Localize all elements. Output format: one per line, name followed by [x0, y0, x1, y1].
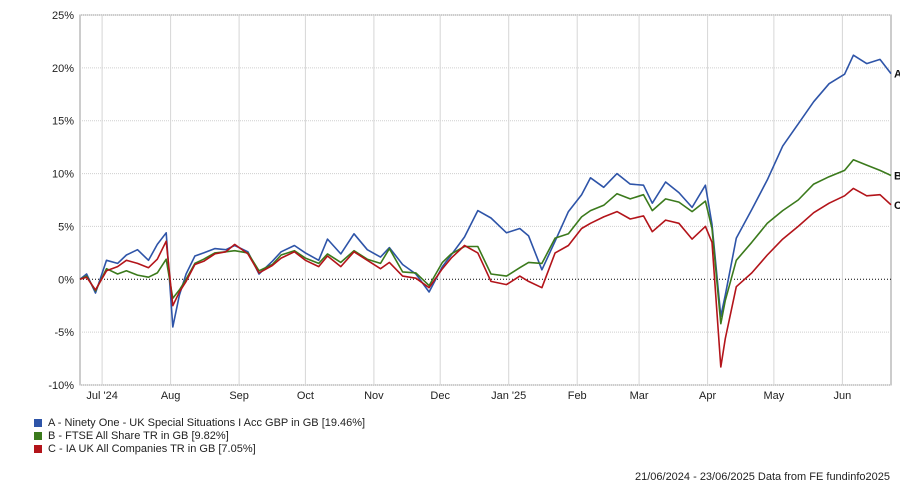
- x-tick-label: Mar: [630, 390, 649, 402]
- x-tick-label: Oct: [297, 390, 314, 402]
- legend-item-c: C - IA UK All Companies TR in GB [7.05%]: [34, 443, 365, 455]
- x-tick-label: Feb: [568, 390, 587, 402]
- y-tick-label: 10%: [52, 169, 74, 181]
- y-tick-label: -10%: [48, 380, 74, 392]
- x-tick-label: Aug: [161, 390, 181, 402]
- legend-item-a: A - Ninety One - UK Special Situations I…: [34, 417, 365, 429]
- series-line-b: [79, 159, 892, 325]
- legend-item-b: B - FTSE All Share TR in GB [9.82%]: [34, 430, 365, 442]
- y-tick-label: 5%: [58, 221, 74, 233]
- end-label-b: B: [894, 170, 900, 182]
- y-tick-label: 25%: [52, 10, 74, 22]
- grid-lines: [79, 14, 892, 386]
- y-tick-label: 0%: [58, 274, 74, 286]
- series-lines: [79, 54, 892, 368]
- x-tick-label: Jan '25: [491, 390, 526, 402]
- legend-label-c: C - IA UK All Companies TR in GB [7.05%]: [48, 443, 256, 455]
- x-tick-label: Sep: [229, 390, 249, 402]
- legend-label-a: A - Ninety One - UK Special Situations I…: [48, 417, 366, 429]
- end-label-a: A: [894, 69, 900, 81]
- x-tick-label: Nov: [364, 390, 384, 402]
- legend: A - Ninety One - UK Special Situations I…: [34, 417, 365, 456]
- legend-swatch-c: [34, 445, 42, 453]
- legend-swatch-b: [34, 432, 42, 440]
- legend-swatch-a: [34, 419, 42, 427]
- x-tick-label: Jun: [834, 390, 852, 402]
- end-labels: A B C: [894, 69, 900, 212]
- y-tick-label: 15%: [52, 116, 74, 128]
- series-line-c: [79, 187, 892, 368]
- series-line-a: [79, 54, 892, 328]
- line-chart: 25% 20% 15% 10% 5% 0% -5% -10% Jul '24 Aug Sep Oct…: [48, 10, 900, 402]
- legend-label-b: B - FTSE All Share TR in GB [9.82%]: [48, 430, 229, 442]
- x-tick-label: Jul '24: [86, 390, 117, 402]
- x-tick-label: May: [763, 390, 784, 402]
- y-axis: 25% 20% 15% 10% 5% 0% -5% -10%: [48, 10, 74, 392]
- x-axis: Jul '24 Aug Sep Oct Nov Dec Jan '25 Feb Mar Apr Ma…: [86, 390, 851, 402]
- x-tick-label: Apr: [699, 390, 716, 402]
- plot-frame: [79, 14, 892, 386]
- x-tick-label: Dec: [430, 390, 450, 402]
- end-label-c: C: [894, 200, 900, 212]
- y-tick-label: -5%: [54, 327, 74, 339]
- y-tick-label: 20%: [52, 63, 74, 75]
- footer-source-note: 21/06/2024 - 23/06/2025 Data from FE fun…: [634, 471, 890, 483]
